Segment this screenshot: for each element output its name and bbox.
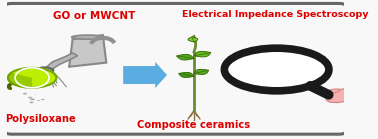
Text: Electrical Impedance Spectroscopy: Electrical Impedance Spectroscopy (182, 10, 368, 19)
Circle shape (225, 48, 329, 91)
Text: GO or MWCNT: GO or MWCNT (53, 11, 136, 21)
Polygon shape (177, 54, 194, 60)
Circle shape (28, 97, 32, 98)
Circle shape (34, 73, 37, 74)
Circle shape (46, 80, 48, 81)
Circle shape (46, 81, 50, 82)
Wedge shape (8, 73, 32, 88)
Polygon shape (194, 69, 209, 75)
FancyBboxPatch shape (5, 3, 346, 134)
Circle shape (35, 94, 36, 95)
Circle shape (23, 93, 27, 95)
Circle shape (25, 79, 27, 80)
Circle shape (29, 102, 34, 103)
Circle shape (34, 74, 37, 75)
Circle shape (37, 100, 40, 101)
Text: Composite ceramics: Composite ceramics (138, 120, 251, 130)
Circle shape (30, 70, 34, 71)
Polygon shape (179, 72, 194, 77)
Ellipse shape (324, 89, 340, 94)
Ellipse shape (72, 35, 104, 39)
Ellipse shape (40, 67, 54, 72)
Ellipse shape (326, 88, 358, 103)
Text: Polysiloxane: Polysiloxane (5, 114, 76, 124)
FancyArrow shape (123, 62, 167, 88)
Polygon shape (188, 37, 198, 42)
Circle shape (41, 99, 44, 100)
Circle shape (26, 80, 28, 81)
Circle shape (44, 70, 48, 72)
Polygon shape (194, 51, 211, 57)
Circle shape (25, 82, 26, 83)
Polygon shape (69, 35, 106, 67)
Circle shape (8, 68, 56, 88)
Circle shape (37, 81, 40, 82)
Circle shape (20, 85, 23, 86)
Polygon shape (46, 53, 77, 70)
Circle shape (30, 98, 35, 100)
